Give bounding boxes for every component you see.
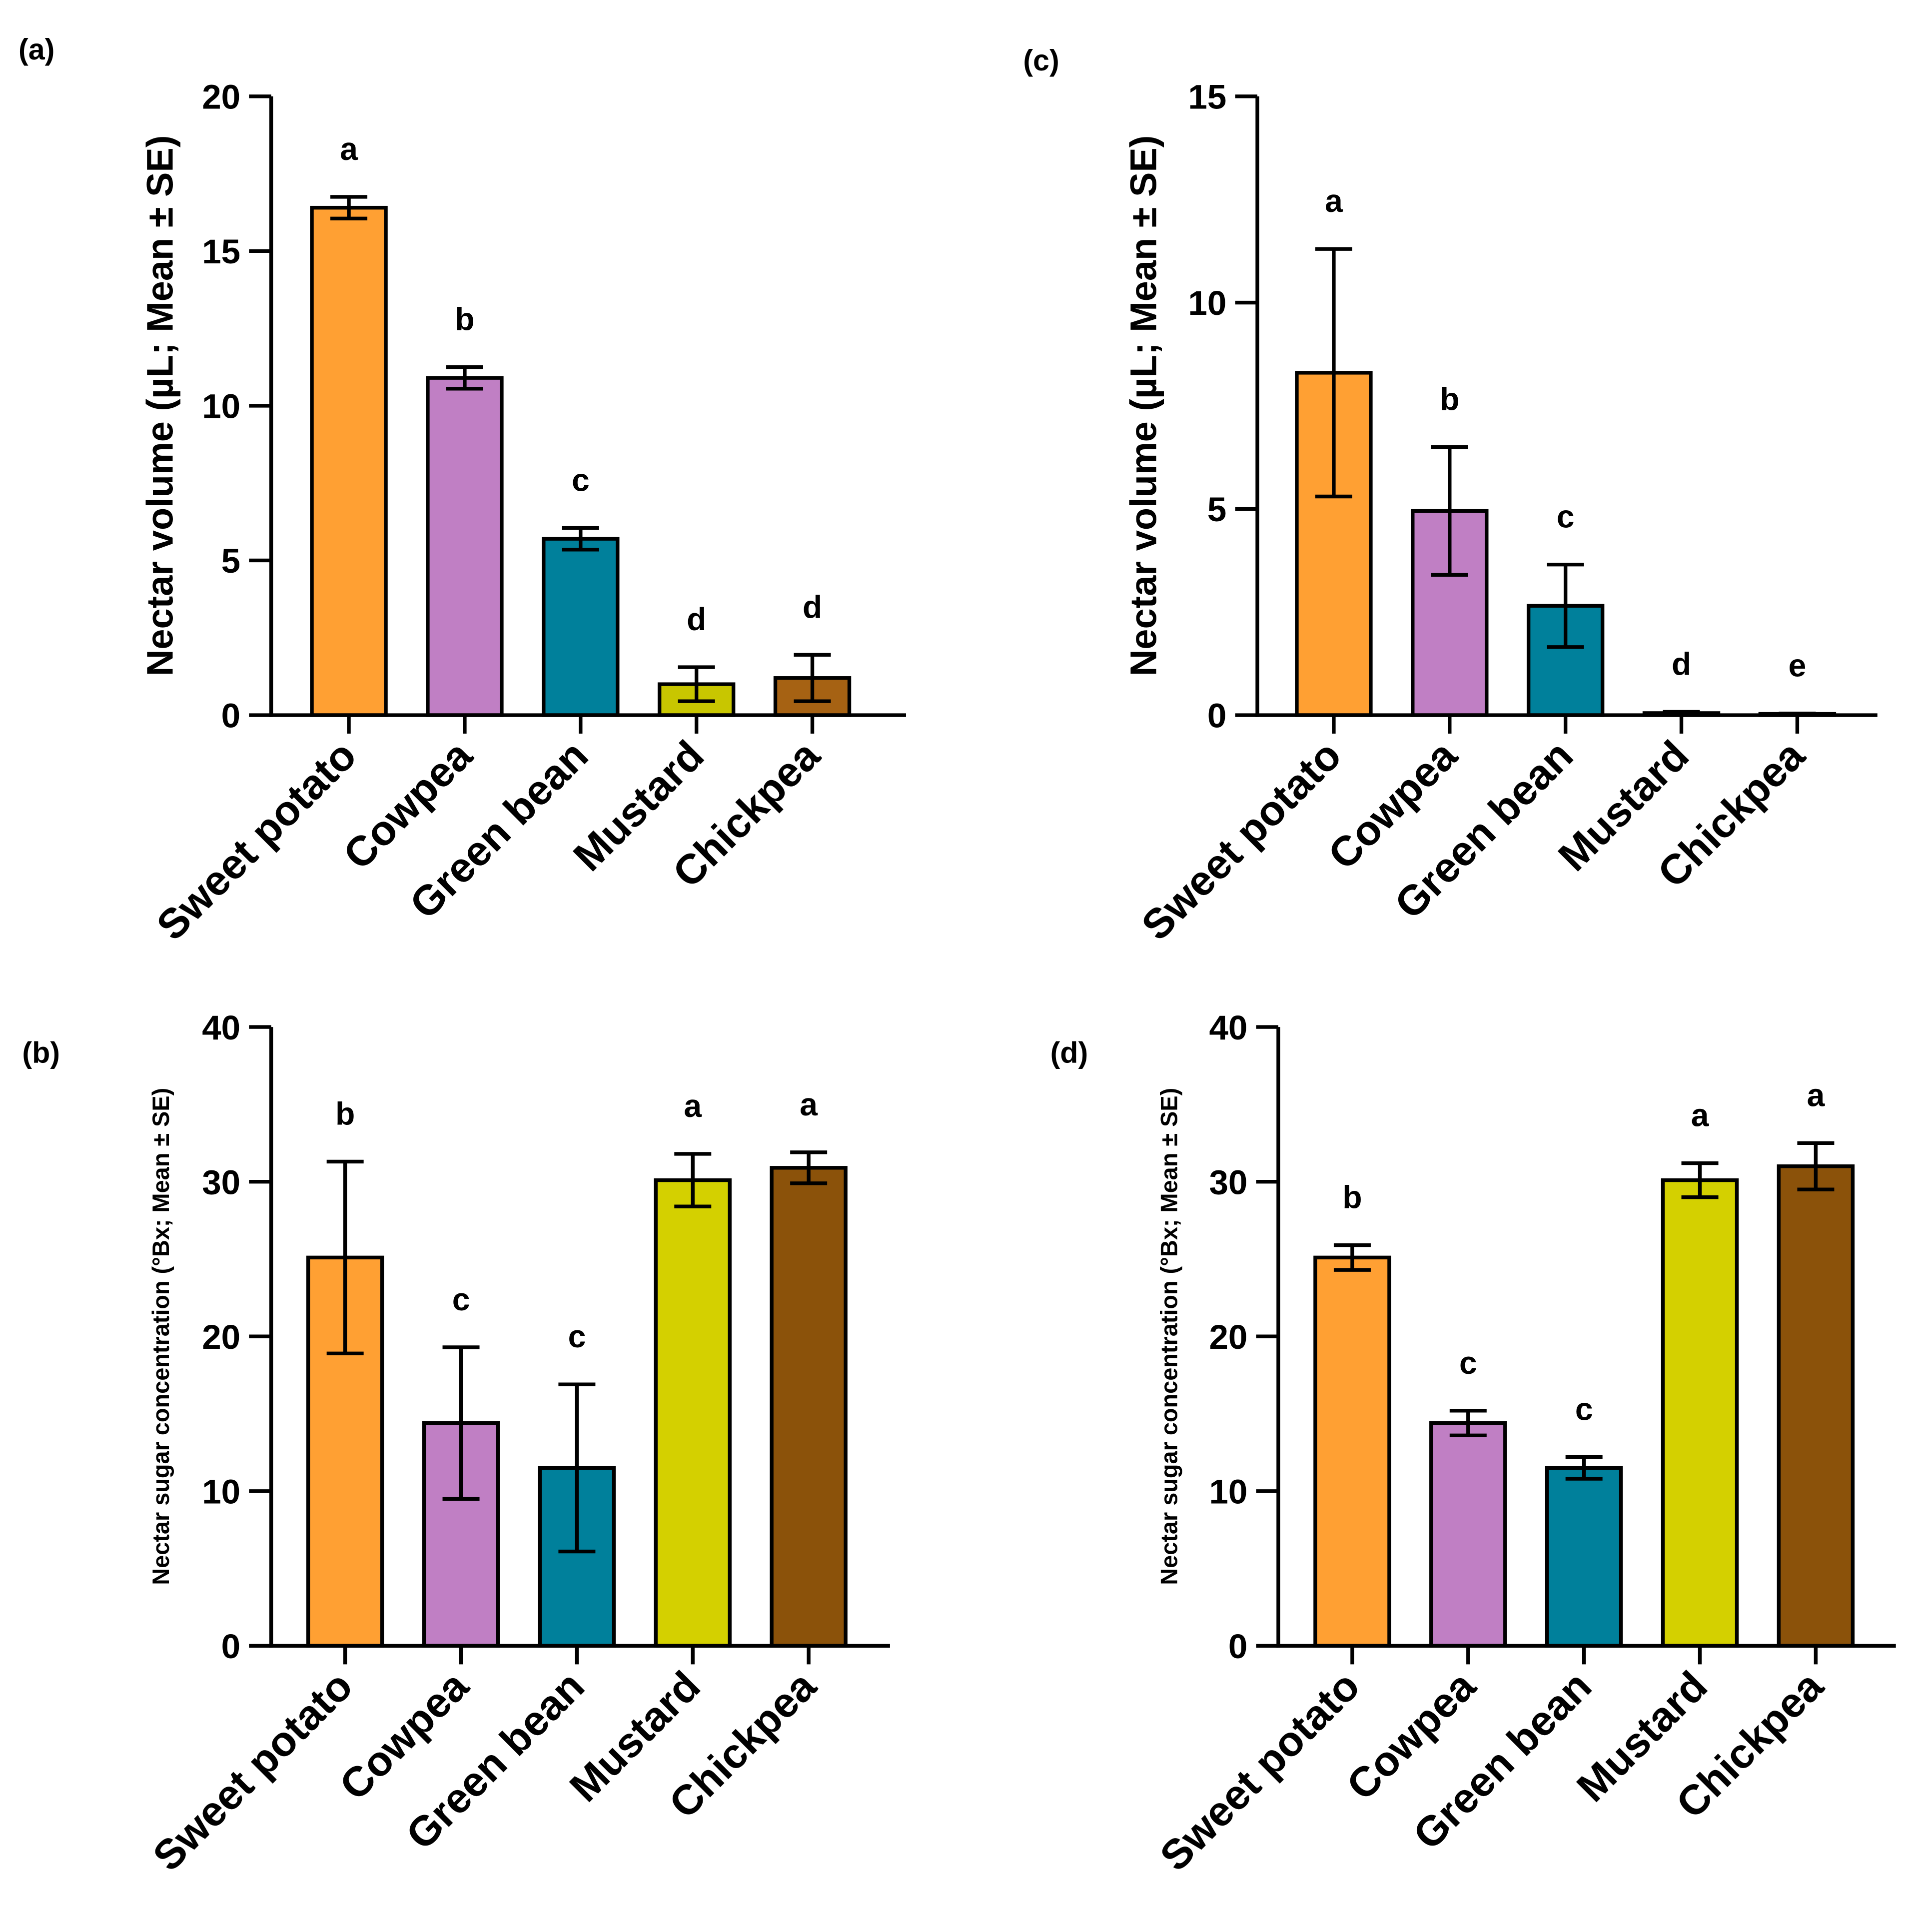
significance-letter: a (340, 131, 358, 167)
significance-letter: c (1459, 1345, 1477, 1381)
significance-letter: c (1557, 499, 1575, 535)
bar-cowpea (426, 376, 504, 717)
panel-label: (b) (22, 1036, 60, 1069)
y-tick-label: 0 (1207, 696, 1226, 735)
y-tick-label: 0 (221, 1627, 240, 1666)
y-tick-label: 20 (202, 1317, 240, 1356)
y-tick-label: 30 (1209, 1162, 1247, 1201)
bar-sweet-potato (1313, 1255, 1391, 1648)
significance-letter: d (803, 589, 822, 625)
y-axis-label: Nectar sugar concentration (°Bx; Mean ± … (148, 1088, 174, 1585)
y-tick-label: 40 (1209, 1008, 1247, 1047)
y-tick-label: 5 (1207, 490, 1226, 529)
significance-letter: b (1440, 381, 1459, 417)
significance-letter: a (1691, 1097, 1710, 1133)
y-axis-label: Nectar volume (µL; Mean ± SE) (1123, 135, 1164, 676)
bar-green-bean (1545, 1466, 1623, 1648)
panel-a: (a) Nectar volume (µL; Mean ± SE) a Sweet p… (18, 32, 906, 949)
y-tick-label: 10 (1209, 1472, 1247, 1511)
y-tick-label: 30 (202, 1162, 240, 1201)
y-tick-label: 0 (1228, 1627, 1247, 1666)
panel-label: (a) (18, 32, 54, 66)
significance-letter: d (1672, 646, 1691, 682)
y-axis-label: Nectar sugar concentration (°Bx; Mean ± … (1156, 1088, 1182, 1585)
significance-letter: c (1575, 1391, 1593, 1427)
significance-letter: c (568, 1318, 586, 1354)
x-tick-label: Sweet potato (1151, 1662, 1368, 1880)
y-tick-label: 15 (202, 232, 240, 271)
significance-letter: c (452, 1281, 470, 1317)
significance-letter: d (687, 601, 706, 637)
bar-chickpea (770, 1166, 848, 1648)
bar-mustard (654, 1178, 732, 1648)
y-tick-label: 20 (202, 77, 240, 116)
significance-letter: b (455, 301, 474, 337)
y-tick-label: 0 (221, 696, 240, 735)
bar-chickpea (1777, 1164, 1855, 1648)
x-tick-label: Sweet potato (144, 1662, 361, 1880)
y-tick-label: 10 (202, 1472, 240, 1511)
significance-letter: e (1789, 648, 1807, 684)
x-tick-label: Sweet potato (1132, 732, 1350, 949)
x-tick-label: Sweet potato (147, 732, 365, 949)
significance-letter: a (684, 1088, 702, 1124)
bar-green-bean (542, 537, 620, 717)
y-tick-label: 15 (1188, 77, 1227, 116)
significance-letter: b (335, 1095, 355, 1131)
panel-c: (c) Nectar volume (µL; Mean ± SE) a Sweet p… (1023, 43, 1878, 949)
y-tick-label: 5 (221, 541, 240, 580)
y-tick-label: 10 (202, 387, 240, 426)
y-tick-label: 10 (1188, 283, 1227, 322)
panel-label: (c) (1023, 43, 1059, 77)
y-axis-label: Nectar volume (µL; Mean ± SE) (139, 135, 180, 676)
significance-letter: c (572, 462, 590, 498)
panel-label: (d) (1050, 1036, 1088, 1069)
panel-d: (d) Nectar sugar concentration (°Bx; Mean… (1050, 1008, 1896, 1880)
bar-sweet-potato (310, 205, 388, 717)
y-tick-label: 40 (202, 1008, 240, 1047)
bar-mustard (1661, 1178, 1739, 1648)
significance-letter: b (1342, 1179, 1362, 1215)
panel-b: (b) Nectar sugar concentration (°Bx; Mean… (22, 1008, 890, 1880)
significance-letter: a (1325, 183, 1343, 219)
significance-letter: a (800, 1086, 818, 1122)
y-tick-label: 20 (1209, 1317, 1247, 1356)
bar-cowpea (1429, 1421, 1507, 1648)
significance-letter: a (1807, 1077, 1826, 1113)
